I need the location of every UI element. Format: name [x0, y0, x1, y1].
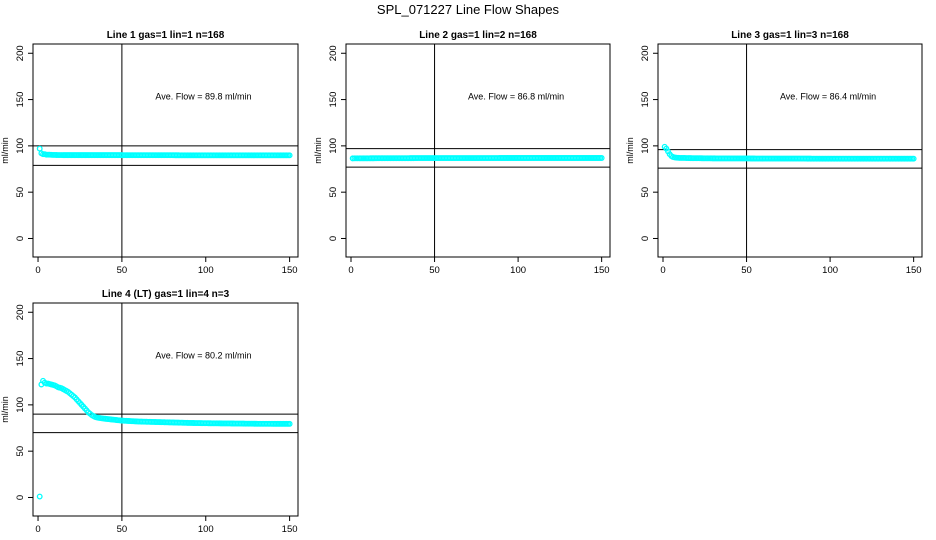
x-tick-label: 100 — [822, 265, 838, 276]
plot-frame — [345, 43, 611, 258]
y-tick-label: 100 — [328, 138, 339, 154]
y-tick-label: 0 — [15, 236, 26, 241]
x-tick-label: 50 — [429, 265, 440, 276]
average-flow-annotation: Ave. Flow = 86.4 ml/min — [780, 92, 876, 102]
data-point — [598, 155, 605, 161]
panel-title: Line 2 gas=1 lin=2 n=168 — [419, 30, 537, 41]
plot-frame — [32, 302, 299, 517]
panel-title: Line 4 (LT) gas=1 lin=4 n=3 — [102, 289, 230, 300]
data-series — [36, 377, 293, 500]
panel-title: Line 1 gas=1 lin=1 n=168 — [107, 30, 225, 41]
panel-title: Line 3 gas=1 lin=3 n=168 — [731, 30, 849, 41]
y-tick-label: 100 — [640, 138, 651, 154]
chart-panel-3: Line 3 gas=1 lin=3 n=168 0 50 100 150 0 50 100 1… — [625, 30, 923, 276]
average-flow-annotation: Ave. Flow = 80.2 ml/min — [155, 351, 251, 361]
y-tick-label: 200 — [15, 45, 26, 61]
y-tick-label: 50 — [15, 187, 26, 198]
y-tick-label: 200 — [640, 45, 651, 61]
y-axis-label: ml/min — [313, 137, 323, 164]
y-tick-label: 50 — [640, 187, 651, 198]
data-point — [36, 145, 43, 152]
y-tick-label: 200 — [328, 45, 339, 61]
x-tick-label: 100 — [198, 265, 214, 276]
panels: Line 1 gas=1 lin=1 n=168 0 50 100 150 0 50 100 1… — [0, 30, 923, 535]
plot-frame — [32, 43, 299, 258]
x-tick-label: 50 — [117, 524, 128, 535]
data-point — [910, 155, 917, 162]
x-tick-label: 150 — [906, 265, 922, 276]
x-tick-label: 150 — [594, 265, 610, 276]
y-tick-label: 100 — [15, 138, 26, 154]
data-point — [286, 420, 293, 427]
x-tick-label: 100 — [198, 524, 214, 535]
y-tick-label: 50 — [328, 187, 339, 198]
y-tick-label: 150 — [640, 92, 651, 108]
plot-frame — [657, 43, 923, 258]
y-tick-label: 200 — [15, 304, 26, 320]
average-flow-annotation: Ave. Flow = 89.8 ml/min — [155, 92, 251, 102]
x-tick-label: 150 — [282, 265, 298, 276]
y-axis-label: ml/min — [0, 137, 10, 164]
chart-panel-1: Line 1 gas=1 lin=1 n=168 0 50 100 150 0 50 100 1… — [0, 30, 299, 276]
x-tick-label: 0 — [35, 265, 40, 276]
data-point — [36, 493, 43, 500]
y-tick-label: 150 — [15, 351, 26, 367]
y-tick-label: 50 — [15, 446, 26, 457]
chart-panel-2: Line 2 gas=1 lin=2 n=168 0 50 100 150 0 50 100 1… — [313, 30, 611, 276]
y-axis-label: ml/min — [0, 396, 10, 423]
figure-title: SPL_071227 Line Flow Shapes — [377, 2, 560, 17]
data-series — [661, 143, 917, 162]
y-axis-label: ml/min — [625, 137, 635, 164]
x-tick-label: 50 — [117, 265, 128, 276]
x-tick-label: 0 — [660, 265, 665, 276]
average-flow-annotation: Ave. Flow = 86.8 ml/min — [468, 92, 564, 102]
x-tick-label: 100 — [510, 265, 526, 276]
y-tick-label: 100 — [15, 397, 26, 413]
y-tick-label: 0 — [328, 236, 339, 241]
x-tick-label: 150 — [282, 524, 298, 535]
x-tick-label: 50 — [741, 265, 752, 276]
data-series — [36, 145, 293, 159]
y-tick-label: 0 — [15, 495, 26, 500]
chart-panel-4: Line 4 (LT) gas=1 lin=4 n=3 0 50 100 150 0 50 1… — [0, 289, 299, 535]
y-tick-label: 0 — [640, 236, 651, 241]
x-tick-label: 0 — [35, 524, 40, 535]
data-series — [349, 155, 605, 162]
x-tick-label: 0 — [348, 265, 353, 276]
y-tick-label: 150 — [15, 92, 26, 108]
y-tick-label: 150 — [328, 92, 339, 108]
data-point — [286, 152, 293, 159]
